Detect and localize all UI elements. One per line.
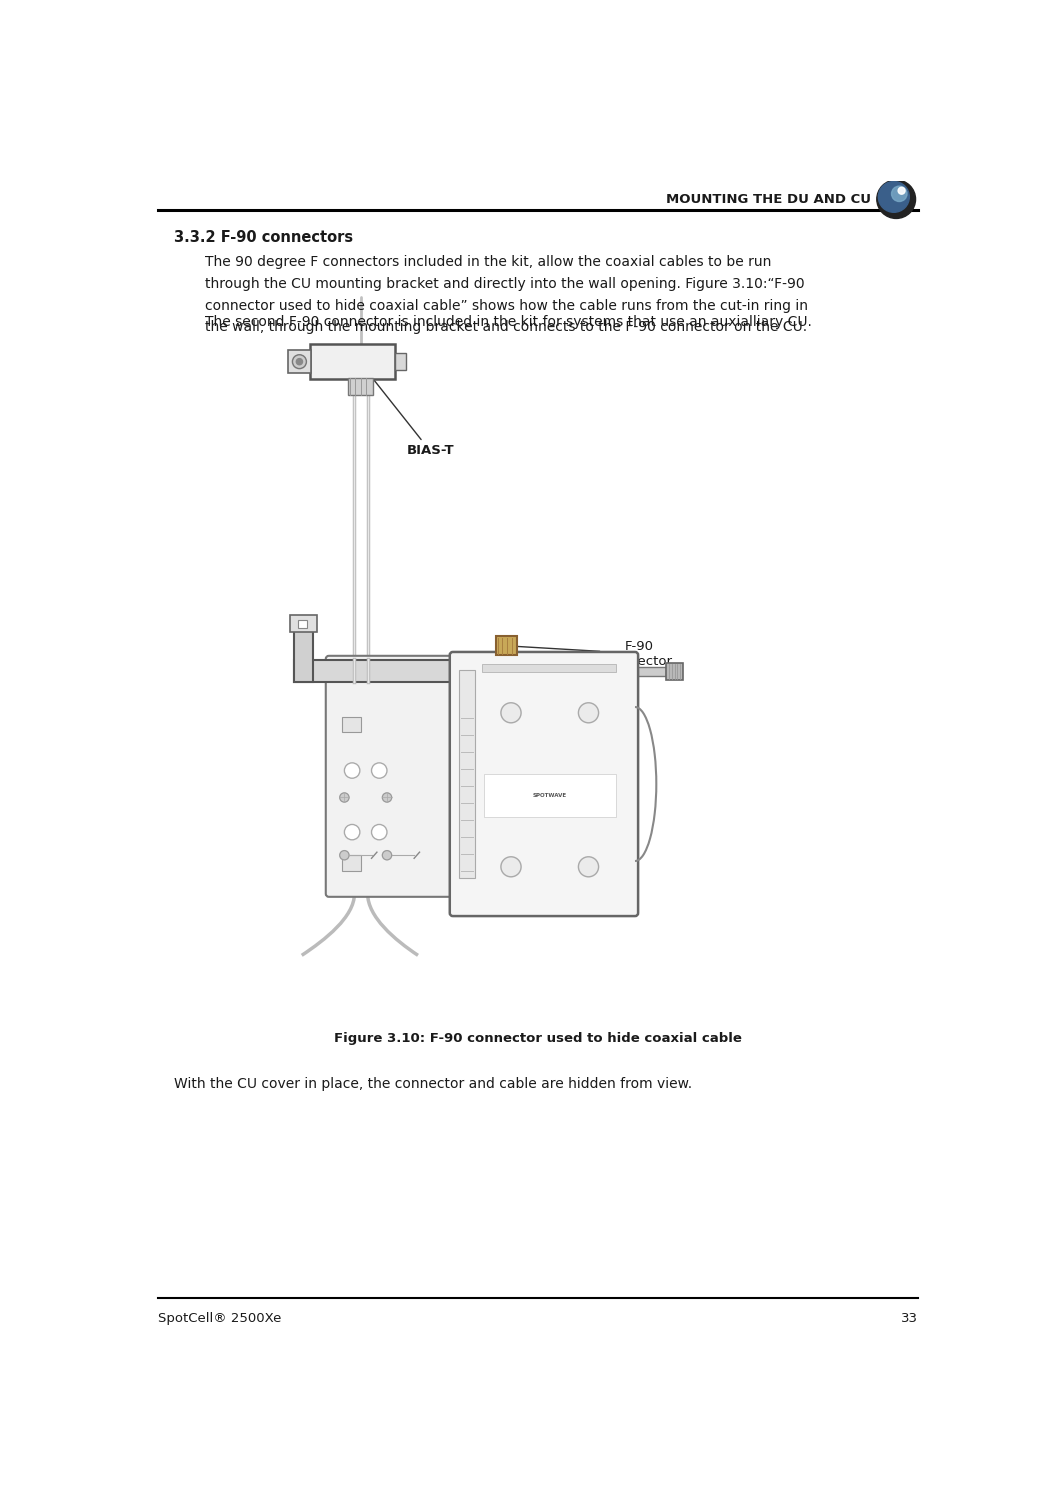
Text: 33: 33 [901,1312,918,1325]
Bar [349,378,373,395]
Text: the wall, through the mounting bracket and connects to the F-90 connector on the: the wall, through the mounting bracket a… [205,321,807,334]
Bar [294,616,313,682]
Bar [298,620,308,628]
Circle shape [372,764,387,779]
Bar [342,717,361,732]
Text: The second F-90 connector is included in the kit for systems that use an auxiall: The second F-90 connector is included in… [205,315,812,328]
Circle shape [579,857,598,876]
Circle shape [344,764,360,779]
Bar [496,636,518,655]
Circle shape [501,857,521,876]
Circle shape [372,824,387,840]
FancyBboxPatch shape [326,655,476,896]
Circle shape [382,851,392,860]
Circle shape [344,824,360,840]
Circle shape [382,792,392,803]
Text: 3.3.2 F-90 connectors: 3.3.2 F-90 connectors [174,230,353,245]
Bar [573,667,666,676]
Text: BIAS-T: BIAS-T [354,354,454,458]
Bar [290,614,317,633]
Circle shape [891,187,907,202]
Text: SpotCell® 2500Xe: SpotCell® 2500Xe [159,1312,281,1325]
Bar [310,343,395,380]
Circle shape [877,179,916,218]
Bar [288,349,311,373]
Text: The 90 degree F connectors included in the kit, allow the coaxial cables to be r: The 90 degree F connectors included in t… [205,255,772,268]
Bar [342,855,361,870]
Bar [459,670,475,878]
Circle shape [579,703,598,723]
Circle shape [898,187,905,194]
Text: F-90
connector: F-90 connector [509,640,672,667]
Circle shape [296,358,302,364]
Text: With the CU cover in place, the connector and cable are hidden from view.: With the CU cover in place, the connecto… [174,1077,692,1090]
Text: connector used to hide coaxial cable” shows how the cable runs from the cut-in r: connector used to hide coaxial cable” sh… [205,298,807,313]
Circle shape [501,703,521,723]
Bar [294,661,573,682]
Text: through the CU mounting bracket and directly into the wall opening. Figure 3.10:: through the CU mounting bracket and dire… [205,277,804,291]
Bar [482,664,615,672]
Bar [484,774,615,816]
Text: SPOTWAVE: SPOTWAVE [532,794,567,798]
Text: Figure 3.10: F-90 connector used to hide coaxial cable: Figure 3.10: F-90 connector used to hide… [334,1032,742,1045]
Bar [395,354,406,370]
Bar [666,663,684,679]
Circle shape [340,851,349,860]
Text: MOUNTING THE DU AND CU: MOUNTING THE DU AND CU [667,193,872,206]
Circle shape [879,182,909,212]
Circle shape [293,355,307,369]
Circle shape [340,792,349,803]
FancyBboxPatch shape [449,652,638,916]
